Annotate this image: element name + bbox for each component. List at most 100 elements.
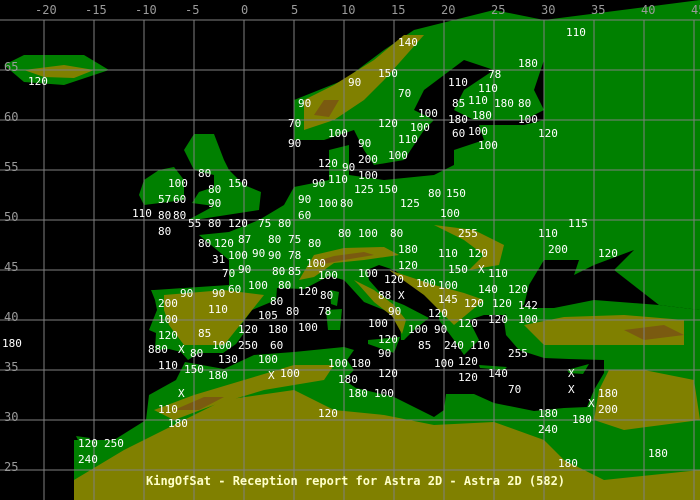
reception-label: 250 — [104, 437, 124, 450]
upland-iberia — [164, 290, 264, 345]
reception-label: 200 — [358, 153, 378, 166]
reception-label: 80 — [173, 209, 186, 222]
reception-label: 90 — [252, 247, 265, 260]
reception-label: 110 — [566, 26, 586, 39]
reception-label: 80 — [158, 209, 171, 222]
reception-label: 80 — [286, 305, 299, 318]
reception-label: 80 — [190, 347, 203, 360]
reception-label: 180 — [208, 369, 228, 382]
axis-ticks: -20-15-10-505101520253035404565605550454… — [4, 3, 700, 474]
reception-label: 120 — [238, 323, 258, 336]
reception-label: 140 — [398, 36, 418, 49]
reception-label: 120 — [398, 259, 418, 272]
reception-label: 120 — [458, 371, 478, 384]
reception-label: 120 — [488, 313, 508, 326]
landmass-great-britain — [184, 134, 261, 220]
lat-tick-label: 30 — [4, 410, 18, 424]
reception-label: 100 — [168, 177, 188, 190]
reception-label: 140 — [478, 283, 498, 296]
reception-label: 180 — [572, 413, 592, 426]
reception-label: 100 — [258, 353, 278, 366]
reception-label: 90 — [208, 197, 221, 210]
lon-tick-label: -15 — [85, 3, 107, 17]
reception-label: 130 — [218, 353, 238, 366]
reception-label: 100 — [438, 279, 458, 292]
reception-label: 87 — [238, 233, 251, 246]
reception-label: 180 — [168, 417, 188, 430]
reception-label: 120 — [508, 283, 528, 296]
upland-carpathians — [434, 225, 504, 270]
mountain-norway — [314, 100, 339, 117]
reception-label: 57 — [158, 193, 171, 206]
reception-label: 120 — [458, 355, 478, 368]
reception-label: 100 — [328, 357, 348, 370]
landmass-canary-islands — [76, 436, 90, 442]
reception-label: 60 — [270, 339, 283, 352]
graticule — [0, 19, 700, 500]
landmass-corsica — [330, 290, 339, 306]
reception-label: 120 — [158, 329, 178, 342]
reception-label: 110 — [158, 403, 178, 416]
reception-label: 80 — [208, 183, 221, 196]
reception-label: 120 — [378, 367, 398, 380]
reception-label: X — [478, 263, 485, 276]
reception-label: 240 — [444, 339, 464, 352]
reception-label: 70 — [222, 267, 235, 280]
reception-label: 110 — [470, 339, 490, 352]
upland-alps — [299, 247, 399, 280]
lat-tick-label: 65 — [4, 60, 18, 74]
reception-label: 240 — [78, 453, 98, 466]
reception-label: 90 — [434, 323, 447, 336]
reception-label: 142 — [518, 299, 538, 312]
lon-tick-label: -5 — [185, 3, 199, 17]
reception-label: 180 — [472, 109, 492, 122]
reception-label: 100 — [416, 277, 436, 290]
mountain-atlas — [174, 397, 224, 410]
reception-label: 120 — [428, 307, 448, 320]
reception-label: 60 — [452, 127, 465, 140]
reception-label: 75 — [258, 217, 271, 230]
reception-label: 100 — [374, 387, 394, 400]
lat-tick-label: 35 — [4, 360, 18, 374]
reception-label: 110 — [158, 359, 178, 372]
lon-tick-label: 25 — [491, 3, 505, 17]
reception-label: 90 — [312, 177, 325, 190]
reception-label: 105 — [258, 309, 278, 322]
reception-label: 180 — [518, 57, 538, 70]
reception-label: 180 — [648, 447, 668, 460]
lon-tick-label: -20 — [35, 3, 57, 17]
reception-label: 100 — [280, 367, 300, 380]
reception-label: 70 — [288, 117, 301, 130]
lat-tick-label: 25 — [4, 460, 18, 474]
reception-label: 120 — [598, 247, 618, 260]
reception-label: 880 — [148, 343, 168, 356]
reception-label: 80 — [198, 237, 211, 250]
reception-label: 90 — [342, 161, 355, 174]
reception-label: 200 — [548, 243, 568, 256]
reception-label: 120 — [458, 317, 478, 330]
reception-label: 100 — [410, 121, 430, 134]
reception-label: 90 — [180, 287, 193, 300]
reception-label: 80 — [278, 217, 291, 230]
reception-label: 90 — [268, 249, 281, 262]
lat-tick-label: 45 — [4, 260, 18, 274]
reception-label: 120 — [464, 297, 484, 310]
lat-tick-label: 55 — [4, 160, 18, 174]
lon-tick-label: 15 — [391, 3, 405, 17]
reception-label: 110 — [132, 207, 152, 220]
reception-label: 150 — [228, 177, 248, 190]
reception-label: 85 — [198, 327, 211, 340]
reception-label: 255 — [458, 227, 478, 240]
reception-label: 100 — [434, 357, 454, 370]
reception-label: 240 — [538, 423, 558, 436]
reception-label: 120 — [538, 127, 558, 140]
landmass-ireland — [139, 167, 184, 205]
reception-label: 150 — [446, 187, 466, 200]
reception-label: 150 — [448, 263, 468, 276]
reception-label: 80 — [338, 227, 351, 240]
landmass-cyprus — [567, 364, 589, 374]
reception-label: 100 — [518, 313, 538, 326]
reception-label: X — [588, 397, 595, 410]
reception-label: 85 — [288, 265, 301, 278]
reception-label: 100 — [478, 139, 498, 152]
